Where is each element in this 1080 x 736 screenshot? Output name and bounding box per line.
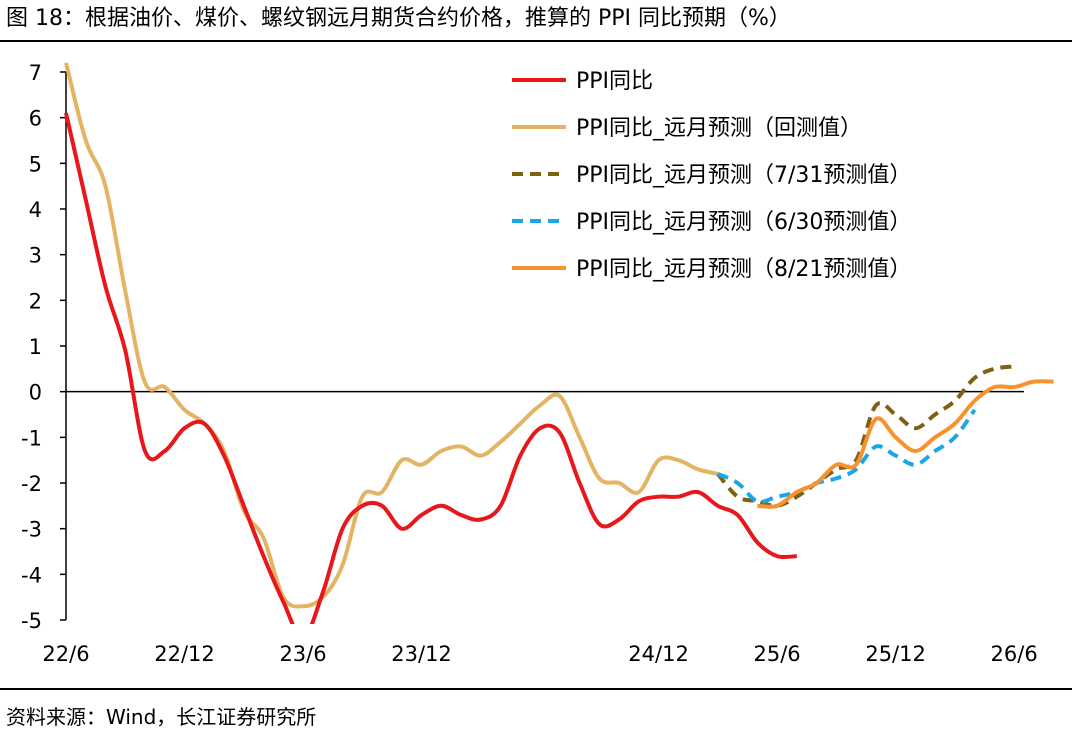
series-line-2 [716,364,1015,508]
y-tick-label: 6 [29,107,42,131]
y-tick-label: 4 [29,198,42,222]
x-tick-label: 22/6 [42,642,89,666]
x-tick-label: 24/12 [628,642,689,666]
series-line-0 [64,112,797,624]
figure-title: 图 18：根据油价、煤价、螺纹钢远月期货合约价格，推算的 PPI 同比预期（%） [6,6,791,31]
y-tick-label: 1 [29,335,42,359]
chart-legend: PPI同比 PPI同比_远月预测（回测值） PPI同比_远月预测（7/31预测值） P… [512,69,911,282]
series-line-4 [757,379,1054,509]
y-tick-label: -4 [21,563,42,587]
legend-label: PPI同比 [576,69,653,94]
x-tick-label: 25/6 [754,642,801,666]
title-divider [0,40,1072,42]
chart-series [64,62,1054,624]
y-tick-label: 7 [29,61,42,85]
legend-label: PPI同比_远月预测（8/21预测值） [576,257,911,282]
x-tick-label: 23/12 [391,642,452,666]
source-note: 资料来源：Wind，长江证券研究所 [6,705,317,729]
y-tick-label: 2 [29,289,42,313]
legend-label: PPI同比_远月预测（7/31预测值） [576,163,911,188]
chart-axes: 7 6 5 4 3 2 1 0 -1 -2 -3 -4 -522/6 22/12 23/6 23/12 24/1… [21,61,1038,666]
y-tick-label: -3 [21,518,42,542]
x-tick-label: 22/12 [154,642,215,666]
x-tick-label: 26/6 [991,642,1038,666]
x-tick-label: 23/6 [279,642,326,666]
legend-label: PPI同比_远月预测（回测值） [576,116,862,141]
series-line-1 [64,62,719,609]
y-tick-label: 3 [29,244,42,268]
series-line-3 [716,408,977,504]
y-tick-label: 0 [29,381,42,405]
source-divider [0,688,1072,690]
y-tick-label: -1 [21,426,42,450]
y-tick-label: 5 [29,152,42,176]
legend-label: PPI同比_远月预测（6/30预测值） [576,210,911,235]
x-tick-label: 25/12 [865,642,926,666]
y-tick-label: -5 [21,609,42,633]
y-tick-label: -2 [21,472,42,496]
